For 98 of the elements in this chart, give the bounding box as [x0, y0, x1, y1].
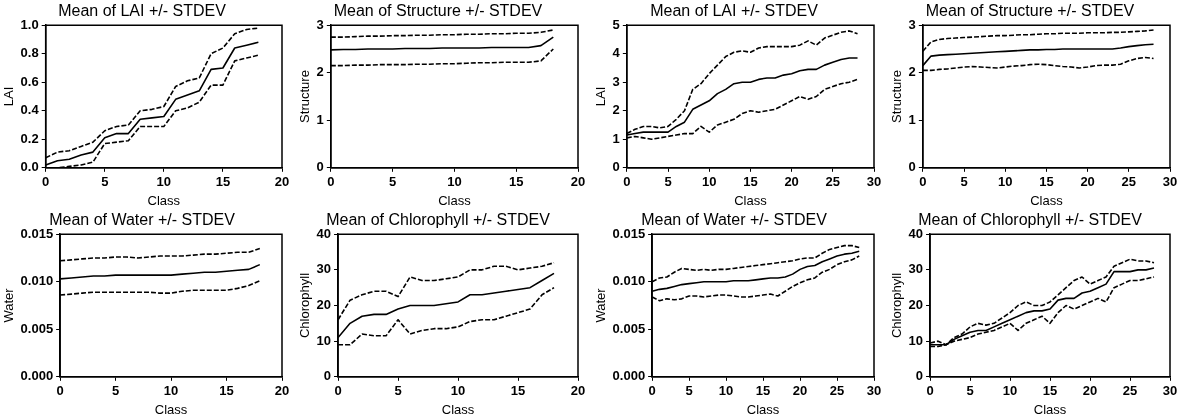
x-tick-label: 10	[156, 174, 172, 190]
x-tick-label: 10	[701, 174, 717, 190]
y-tick-label: 0	[612, 159, 620, 175]
x-tick-label: 20	[784, 174, 799, 190]
y-tick-label: 0	[915, 368, 924, 384]
x-tick-label: 25	[829, 383, 845, 399]
x-tick-label: 5	[389, 174, 397, 190]
x-axis-title: Class	[746, 401, 780, 417]
x-axis-title: Class	[154, 401, 188, 417]
y-axis-title: Structure	[297, 70, 313, 123]
x-tick-label: 0	[334, 383, 342, 399]
y-tick-label: 4	[612, 45, 621, 61]
y-tick-label: 2	[612, 102, 620, 118]
x-tick-label: 20	[792, 383, 808, 399]
x-axis-title: Class	[1033, 401, 1067, 417]
x-tick-label: 20	[1082, 383, 1098, 399]
x-tick-label: 15	[219, 383, 234, 399]
y-tick-label: 30	[908, 261, 924, 277]
y-axis-title: Structure	[889, 70, 905, 123]
x-tick-label: 5	[664, 174, 672, 190]
x-axis-title: Class	[438, 192, 472, 208]
x-tick-label: 5	[101, 174, 109, 190]
y-tick-label: 10	[908, 332, 924, 348]
x-tick-label: 25	[1122, 383, 1138, 399]
x-axis-title: Class	[441, 401, 475, 417]
x-tick-label: 5	[685, 383, 693, 399]
y-tick-label: 1	[908, 111, 916, 127]
x-tick-label: 5	[394, 383, 402, 399]
x-axis-title: Class	[1030, 192, 1064, 208]
x-tick-label: 10	[997, 174, 1013, 190]
x-tick-label: 30	[1162, 174, 1178, 190]
x-tick-label: 5	[111, 383, 120, 399]
x-tick-label: 15	[755, 383, 771, 399]
y-axis-title: Water	[593, 287, 609, 323]
y-tick-label: 1.0	[20, 16, 39, 32]
x-tick-label: 15	[510, 383, 526, 399]
y-axis-title: LAI	[1, 86, 17, 107]
y-tick-label: 3	[316, 16, 324, 32]
y-tick-label: 0.000	[612, 368, 646, 384]
x-axis-title: Class	[734, 192, 768, 208]
x-tick-label: 15	[1042, 383, 1058, 399]
x-tick-label: 10	[718, 383, 734, 399]
y-axis-title: Water	[1, 287, 17, 323]
x-tick-label: 15	[743, 174, 758, 190]
y-tick-label: 0.0	[20, 159, 39, 175]
y-axis-title: LAI	[593, 86, 609, 107]
x-tick-label: 10	[447, 174, 462, 190]
y-tick-label: 3	[908, 16, 916, 32]
x-tick-label: 15	[1039, 174, 1054, 190]
x-tick-label: 15	[508, 174, 524, 190]
x-tick-label: 5	[960, 174, 968, 190]
x-axis-title: Class	[147, 192, 181, 208]
chart-title: Mean of LAI +/- STDEV	[58, 2, 227, 20]
chart-title: Mean of Structure +/- STDEV	[333, 2, 543, 20]
y-tick-label: 0.6	[20, 73, 39, 89]
y-tick-label: 0	[908, 159, 916, 175]
y-tick-label: 1	[316, 111, 324, 127]
x-tick-label: 20	[1080, 174, 1095, 190]
y-axis-title: Chlorophyll	[297, 272, 313, 339]
x-tick-label: 30	[866, 383, 882, 399]
x-tick-label: 30	[866, 174, 882, 190]
x-tick-label: 10	[163, 383, 179, 399]
y-tick-label: 0	[316, 159, 324, 175]
y-tick-label: 0.2	[20, 130, 39, 146]
y-tick-label: 20	[316, 297, 332, 313]
y-axis-title: Chlorophyll	[889, 272, 905, 339]
x-tick-label: 0	[926, 383, 934, 399]
y-tick-label: 3	[612, 73, 620, 89]
x-tick-label: 5	[966, 383, 974, 399]
x-tick-label: 20	[274, 174, 290, 190]
y-tick-label: 0.005	[612, 320, 646, 336]
x-tick-label: 20	[274, 383, 290, 399]
y-tick-label: 0.8	[20, 45, 39, 61]
y-tick-label: 20	[908, 297, 924, 313]
x-tick-label: 25	[825, 174, 841, 190]
y-tick-label: 1	[612, 130, 620, 146]
y-tick-label: 0.4	[20, 102, 40, 118]
y-tick-label: 0.005	[20, 320, 54, 336]
y-tick-label: 5	[612, 16, 620, 32]
y-tick-label: 2	[316, 64, 324, 80]
x-tick-label: 25	[1121, 174, 1137, 190]
x-tick-label: 20	[570, 383, 586, 399]
y-tick-label: 2	[908, 64, 916, 80]
x-tick-label: 0	[648, 383, 656, 399]
y-tick-label: 0.000	[20, 368, 54, 384]
y-tick-label: 0	[323, 368, 332, 384]
x-tick-label: 10	[450, 383, 466, 399]
x-tick-label: 15	[215, 174, 231, 190]
y-tick-label: 30	[316, 261, 332, 277]
x-tick-label: 30	[1162, 383, 1178, 399]
y-tick-label: 0.010	[612, 273, 646, 289]
x-tick-label: 10	[1002, 383, 1018, 399]
x-tick-label: 20	[570, 174, 586, 190]
chart-title: Mean of LAI +/- STDEV	[650, 2, 819, 20]
y-tick-label: 10	[316, 332, 332, 348]
y-tick-label: 0.010	[20, 273, 54, 289]
x-tick-label: 0	[56, 383, 64, 399]
chart-title: Mean of Structure +/- STDEV	[925, 2, 1135, 20]
